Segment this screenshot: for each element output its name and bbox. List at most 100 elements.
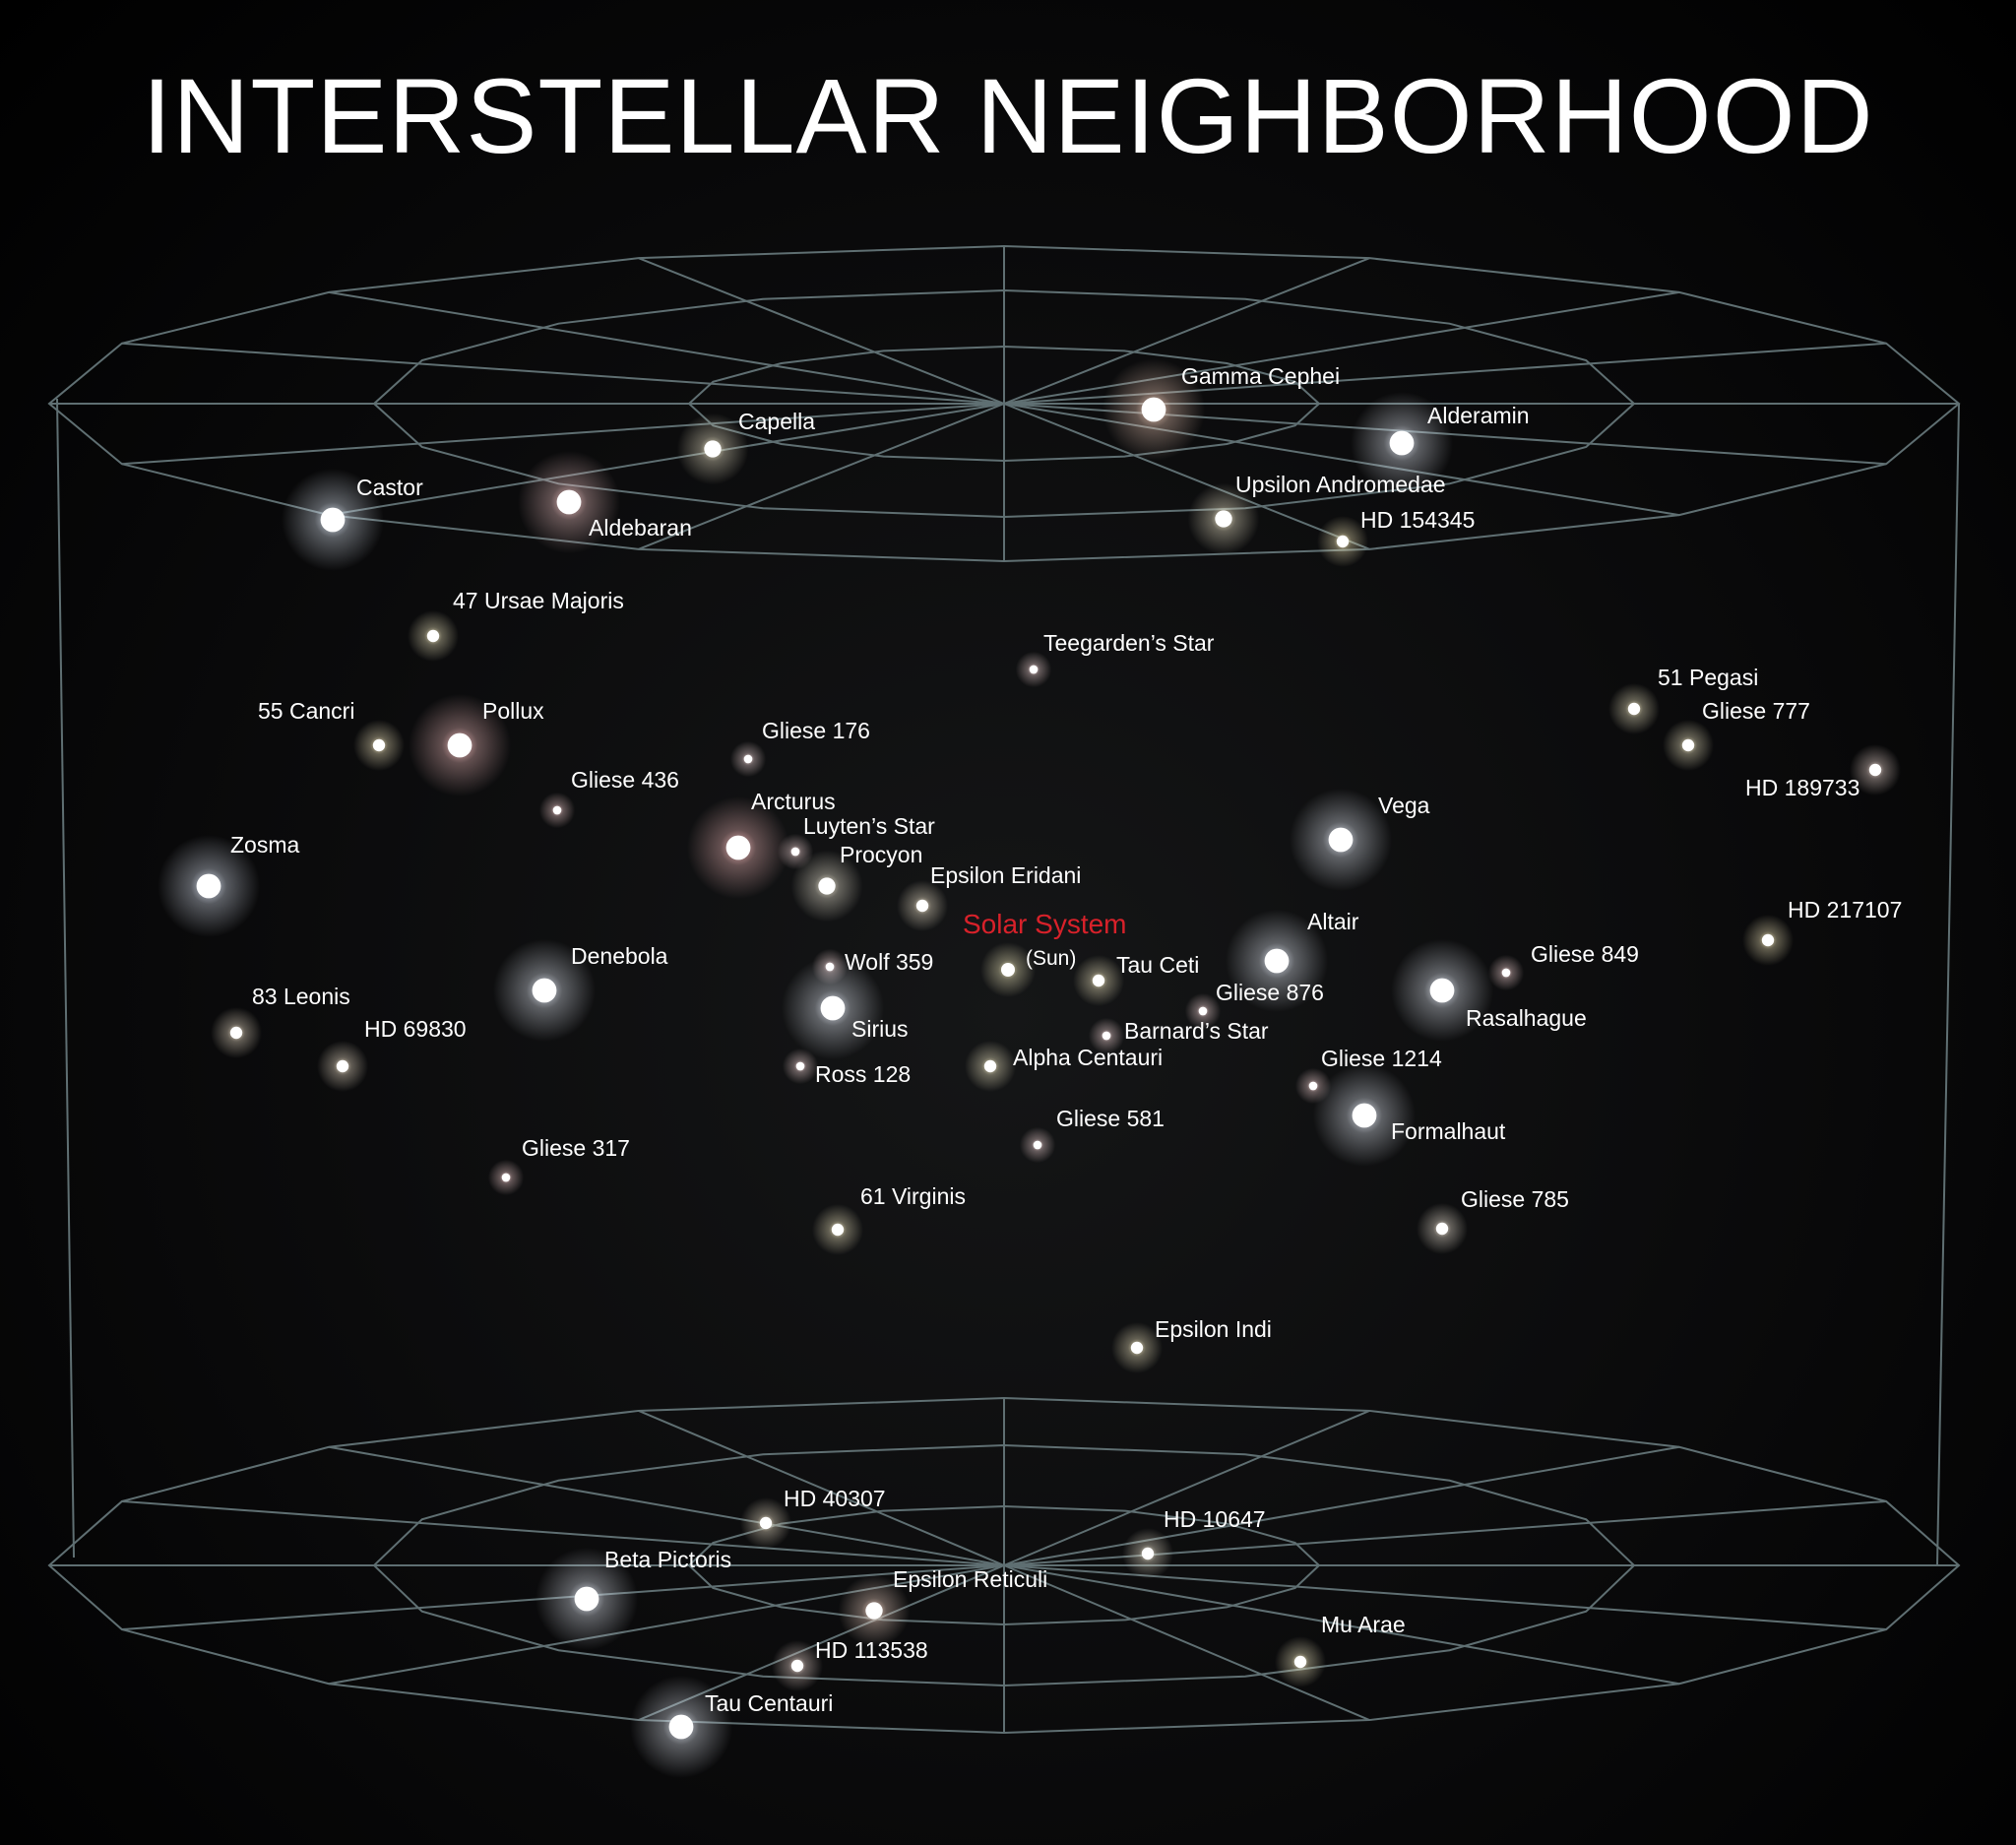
star-hd-189733: HD 189733 [1745, 744, 1901, 800]
star-core [1681, 738, 1695, 752]
grid-spoke [121, 1499, 1005, 1566]
grid-spoke [638, 403, 1005, 550]
star-label: Gliese 849 [1531, 941, 1639, 967]
star-castor: Castor [282, 469, 423, 571]
star-core [1141, 1547, 1155, 1560]
star-label: Sirius [851, 1016, 909, 1042]
star-gliese-436: Gliese 436 [538, 767, 679, 829]
star-core [532, 978, 557, 1003]
star-procyon: Procyon [790, 842, 922, 922]
star-zosma: Zosma [158, 832, 300, 937]
star-gliese-777: Gliese 777 [1663, 698, 1810, 771]
star-label: Altair [1307, 909, 1359, 934]
star-label: Mu Arae [1321, 1612, 1406, 1637]
star-label: Formalhaut [1391, 1118, 1506, 1144]
star-gliese-317: Gliese 317 [487, 1135, 630, 1196]
star-core [1501, 968, 1511, 978]
star-core [1102, 1031, 1111, 1041]
star-label: Gamma Cephei [1181, 363, 1340, 389]
star-label: Rasalhague [1466, 1005, 1587, 1031]
grid-spoke [638, 257, 1005, 405]
solar-system-label: Solar System [963, 909, 1127, 939]
star-core [229, 1026, 243, 1040]
star-label: Epsilon Indi [1155, 1316, 1272, 1342]
star-core [1389, 430, 1415, 456]
star-core [795, 1061, 805, 1071]
grid-spoke [328, 403, 1005, 517]
star-mu-arae: Mu Arae [1275, 1612, 1406, 1687]
grid-spoke [328, 1445, 1005, 1566]
star-epsilon-eridani: Epsilon Eridani [897, 862, 1081, 931]
star-core [915, 899, 929, 913]
star-core [1868, 763, 1882, 777]
star-label: Gliese 317 [522, 1135, 630, 1161]
star-label: HD 154345 [1360, 507, 1475, 533]
star-core [320, 507, 346, 533]
star-label: Gliese 876 [1216, 980, 1324, 1005]
star-label: 55 Cancri [258, 698, 354, 724]
star-core [1293, 1655, 1307, 1669]
sun-sublabel: (Sun) [1026, 947, 1076, 970]
star-core [447, 732, 472, 758]
star-core [1336, 535, 1350, 548]
sun-core [1001, 963, 1015, 977]
star-core [865, 1602, 883, 1620]
top-disc [47, 244, 1961, 563]
star-core [759, 1516, 773, 1530]
star-hd-40307: HD 40307 [740, 1486, 886, 1549]
star-core [1352, 1103, 1377, 1128]
star-denebola: Denebola [493, 939, 668, 1042]
star-label: Gliese 1214 [1321, 1046, 1442, 1071]
star-gliese-176: Gliese 176 [729, 718, 870, 778]
star-core [1308, 1081, 1318, 1091]
star-capella: Capella [676, 409, 815, 485]
star-core [1130, 1341, 1144, 1355]
stars-layer: Gamma Cephei Capella Alderamin Castor Aldeba… [158, 358, 1902, 1778]
star-core [1627, 702, 1641, 716]
star-vega: Vega [1290, 789, 1430, 891]
star-core [426, 629, 440, 643]
star-core [743, 754, 753, 764]
star-core [1029, 665, 1039, 674]
star-barnards-star: Barnard’s Star [1088, 1017, 1269, 1054]
star-label: Epsilon Eridani [930, 862, 1081, 888]
grid-spoke [1003, 1564, 1680, 1686]
grid-spoke [1003, 1564, 1370, 1721]
star-teegardens-star: Teegarden’s Star [1015, 630, 1215, 688]
star-core [790, 847, 800, 857]
bottom-disc [47, 1396, 1961, 1735]
star-label: Gliese 785 [1461, 1186, 1569, 1212]
star-label: Alderamin [1427, 403, 1530, 428]
grid-spoke [121, 403, 1005, 466]
star-label: Beta Pictoris [604, 1547, 731, 1572]
star-epsilon-reticuli: Epsilon Reticuli [838, 1566, 1047, 1647]
star-label: Gliese 176 [762, 718, 870, 743]
star-core [820, 995, 846, 1021]
star-core [983, 1059, 997, 1073]
star-label: Barnard’s Star [1124, 1018, 1269, 1044]
star-altair: Altair [1226, 909, 1359, 1012]
star-hd-10647: HD 10647 [1122, 1506, 1266, 1579]
star-upsilon-andromedae: Upsilon Andromedae [1187, 472, 1446, 555]
star-gliese-1214: Gliese 1214 [1294, 1046, 1442, 1105]
star-label: Tau Ceti [1116, 952, 1199, 978]
star-gliese-876: Gliese 876 [1184, 980, 1324, 1030]
star-label: Tau Centauri [705, 1690, 833, 1716]
star-label: 47 Ursae Majoris [453, 588, 624, 613]
star-core [1264, 948, 1290, 974]
star-core [704, 440, 722, 458]
star-hd-113538: HD 113538 [772, 1637, 928, 1691]
star-label: HD 69830 [364, 1016, 467, 1042]
star-label: HD 189733 [1745, 775, 1859, 800]
star-beta-pictoris: Beta Pictoris [536, 1547, 731, 1650]
grid-spoke [1003, 1445, 1680, 1566]
star-gliese-785: Gliese 785 [1417, 1186, 1569, 1254]
star-hd-154345: HD 154345 [1317, 507, 1475, 567]
star-label: Procyon [840, 842, 922, 867]
star-epsilon-indi: Epsilon Indi [1111, 1316, 1272, 1373]
star-83-leonis: 83 Leonis [211, 984, 350, 1058]
star-alderamin: Alderamin [1351, 392, 1530, 494]
star-51-pegasi: 51 Pegasi [1608, 665, 1758, 734]
